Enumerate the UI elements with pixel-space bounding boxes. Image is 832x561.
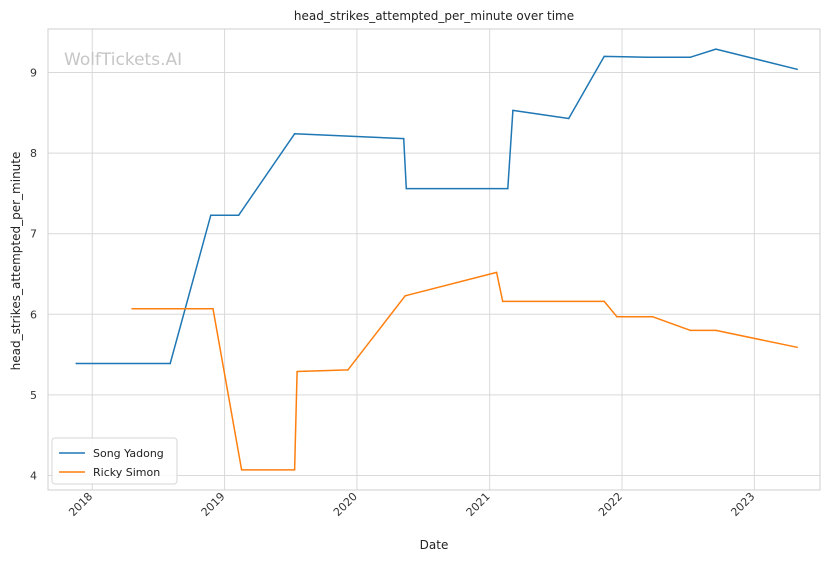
data-point-song-yadong (646, 56, 649, 59)
grid-layer (48, 29, 820, 490)
data-point-song-yadong (405, 187, 408, 190)
data-point-ricky-simon (240, 469, 243, 471)
legend-label-ricky-simon: Ricky Simon (93, 466, 160, 479)
data-point-song-yadong (402, 137, 405, 140)
data-point-ricky-simon (616, 315, 618, 318)
data-point-ricky-simon (603, 300, 606, 303)
data-point-song-yadong (715, 48, 717, 50)
series-line-ricky-simon (132, 271, 798, 471)
data-point-ricky-simon (296, 370, 298, 373)
data-point-ricky-simon (715, 329, 717, 332)
data-point-song-yadong (75, 362, 78, 365)
watermark: WolfTickets.AI (64, 50, 182, 70)
data-point-song-yadong (603, 55, 606, 58)
x-tick-label: 2022 (596, 490, 625, 519)
y-tick-label: 9 (30, 67, 37, 80)
data-point-song-yadong (237, 214, 240, 216)
legend: Song Yadong Ricky Simon (51, 437, 178, 485)
data-point-song-yadong (567, 117, 570, 120)
x-tick-label: 2020 (331, 490, 360, 519)
data-point-ricky-simon (501, 300, 504, 303)
data-point-ricky-simon (689, 329, 692, 332)
series-line-song-yadong (76, 48, 798, 365)
x-tick-label: 2023 (728, 490, 757, 519)
series-layer (75, 48, 798, 471)
y-tick-label: 8 (30, 147, 37, 160)
y-tick-label: 5 (30, 389, 37, 402)
x-tick-label: 2019 (199, 490, 228, 519)
y-tick-label: 4 (30, 469, 37, 482)
y-axis-title: head_strikes_attempted_per_minute (9, 152, 23, 371)
data-point-ricky-simon (651, 315, 654, 318)
y-tick-label: 6 (30, 308, 37, 321)
plot-frame (47, 28, 821, 491)
data-point-song-yadong (506, 187, 509, 190)
x-tick-label: 2021 (464, 490, 493, 519)
data-point-ricky-simon (796, 346, 798, 349)
data-point-song-yadong (689, 56, 692, 59)
data-point-song-yadong (169, 362, 172, 365)
data-point-ricky-simon (404, 294, 406, 297)
data-point-ricky-simon (347, 369, 349, 371)
data-point-ricky-simon (293, 469, 296, 471)
x-tick-label: 2018 (66, 490, 95, 519)
legend-label-song-yadong: Song Yadong (93, 447, 164, 460)
data-point-song-yadong (210, 214, 212, 216)
x-axis-title: Date (420, 538, 449, 552)
chart-title: head_strikes_attempted_per_minute over t… (294, 9, 574, 23)
data-point-ricky-simon (212, 307, 214, 310)
y-tick-label: 7 (30, 228, 37, 241)
data-point-ricky-simon (495, 271, 498, 274)
data-point-ricky-simon (131, 307, 133, 310)
legend-items: Song Yadong Ricky Simon (59, 447, 164, 479)
data-point-song-yadong (293, 132, 296, 135)
data-point-song-yadong (796, 68, 798, 71)
data-point-song-yadong (512, 109, 514, 112)
